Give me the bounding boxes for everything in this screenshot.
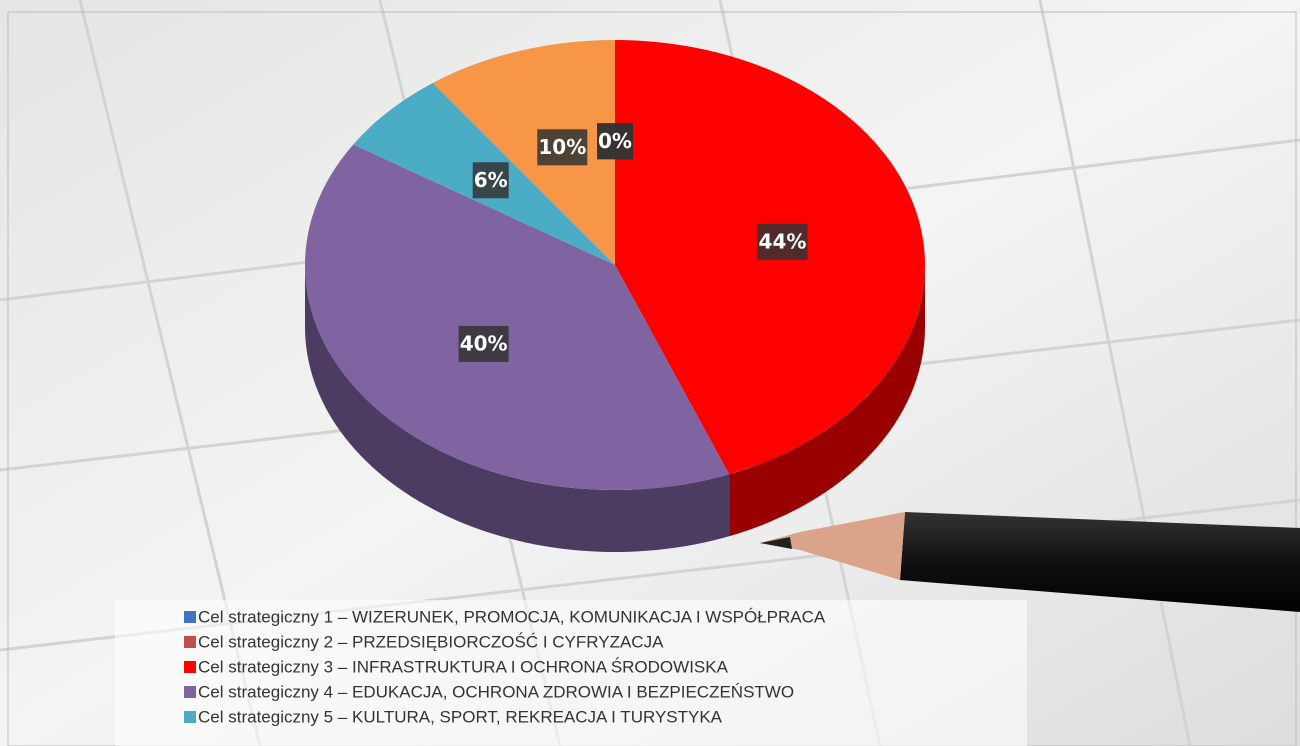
legend-label: Cel strategiczny 2 – PRZEDSIĘBIORCZOŚĆ I… [198,632,664,651]
legend-swatch [184,661,196,673]
legend-label: Cel strategiczny 1 – WIZERUNEK, PROMOCJA… [198,607,826,626]
legend-swatch [184,611,196,623]
legend-swatch [184,636,196,648]
legend-label: Cel strategiczny 3 – INFRASTRUKTURA I OC… [198,657,729,676]
chart: 0%0%44%40%6%10% Cel strategiczny 1 – WIZ… [0,0,1300,746]
legend-label: Cel strategiczny 5 – KULTURA, SPORT, REK… [198,707,723,726]
data-label: 10% [538,135,586,159]
legend-swatch [184,686,196,698]
data-label: 0% [598,129,632,153]
pie: 0%0%44%40%6%10% [305,40,925,552]
data-label: 44% [759,229,807,253]
data-label: 40% [460,331,508,355]
legend-label: Cel strategiczny 4 – EDUKACJA, OCHRONA Z… [198,682,794,701]
data-label: 6% [474,168,508,192]
legend-swatch [184,711,196,723]
